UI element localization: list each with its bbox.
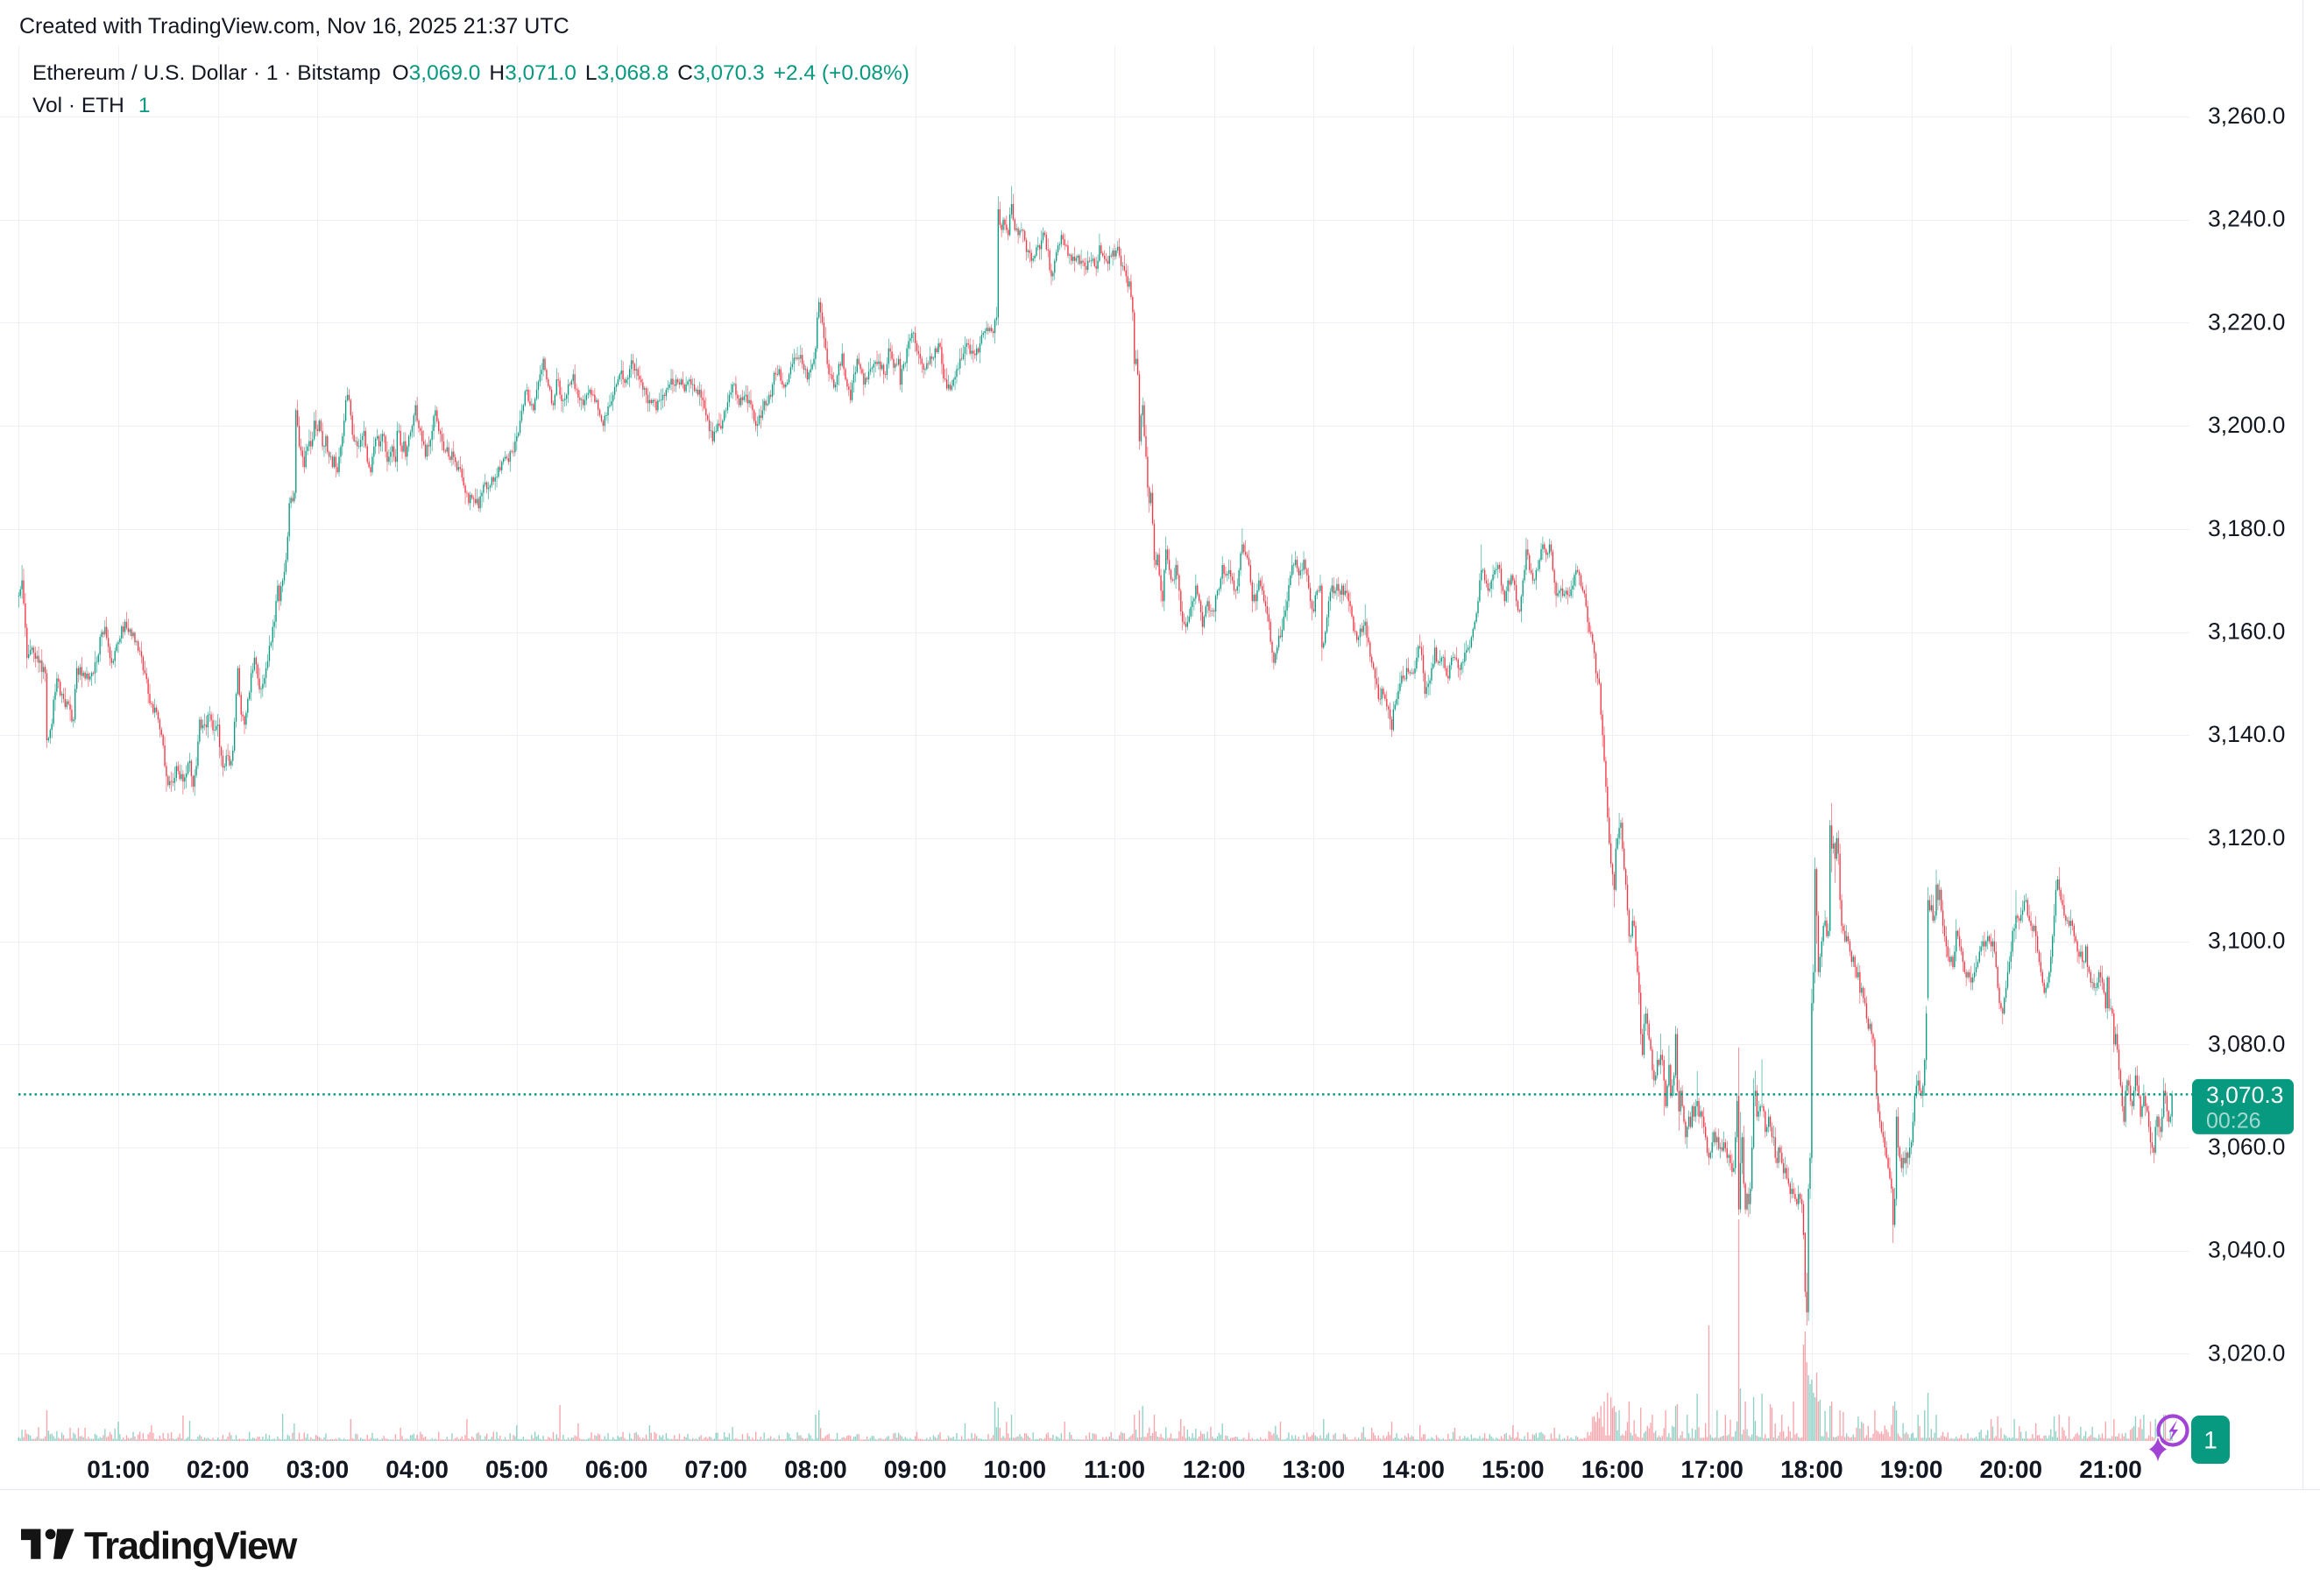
svg-text:3,100.0: 3,100.0 (2208, 928, 2285, 954)
svg-text:06:00: 06:00 (585, 1456, 648, 1483)
svg-text:19:00: 19:00 (1880, 1456, 1943, 1483)
svg-text:16:00: 16:00 (1581, 1456, 1645, 1483)
svg-text:3,180.0: 3,180.0 (2208, 515, 2285, 541)
svg-text:3,140.0: 3,140.0 (2208, 721, 2285, 747)
svg-text:15:00: 15:00 (1482, 1456, 1545, 1483)
svg-text:3,020.0: 3,020.0 (2208, 1339, 2285, 1366)
svg-text:3,240.0: 3,240.0 (2208, 206, 2285, 232)
svg-text:13:00: 13:00 (1283, 1456, 1346, 1483)
svg-text:00:26: 00:26 (2206, 1108, 2261, 1133)
svg-text:3,120.0: 3,120.0 (2208, 824, 2285, 851)
svg-text:TradingView: TradingView (84, 1525, 298, 1568)
svg-text:3,060.0: 3,060.0 (2208, 1133, 2285, 1160)
svg-text:18:00: 18:00 (1780, 1456, 1843, 1483)
svg-text:07:00: 07:00 (684, 1456, 747, 1483)
svg-text:05:00: 05:00 (485, 1456, 548, 1483)
svg-text:3,260.0: 3,260.0 (2208, 102, 2285, 129)
svg-text:03:00: 03:00 (286, 1456, 350, 1483)
svg-text:08:00: 08:00 (784, 1456, 847, 1483)
svg-text:09:00: 09:00 (884, 1456, 947, 1483)
svg-text:1: 1 (2203, 1427, 2217, 1454)
svg-text:17:00: 17:00 (1680, 1456, 1744, 1483)
svg-text:14:00: 14:00 (1382, 1456, 1445, 1483)
svg-text:3,040.0: 3,040.0 (2208, 1237, 2285, 1263)
svg-text:20:00: 20:00 (1979, 1456, 2042, 1483)
svg-text:3,070.3: 3,070.3 (2206, 1082, 2283, 1108)
svg-text:01:00: 01:00 (87, 1456, 150, 1483)
svg-text:3,220.0: 3,220.0 (2208, 308, 2285, 335)
svg-text:3,080.0: 3,080.0 (2208, 1030, 2285, 1056)
svg-text:3,160.0: 3,160.0 (2208, 618, 2285, 645)
svg-text:21:00: 21:00 (2079, 1456, 2142, 1483)
svg-text:11:00: 11:00 (1084, 1456, 1145, 1483)
svg-text:04:00: 04:00 (385, 1456, 449, 1483)
svg-text:10:00: 10:00 (983, 1456, 1046, 1483)
svg-text:3,200.0: 3,200.0 (2208, 412, 2285, 438)
svg-text:12:00: 12:00 (1183, 1456, 1246, 1483)
svg-text:02:00: 02:00 (187, 1456, 250, 1483)
